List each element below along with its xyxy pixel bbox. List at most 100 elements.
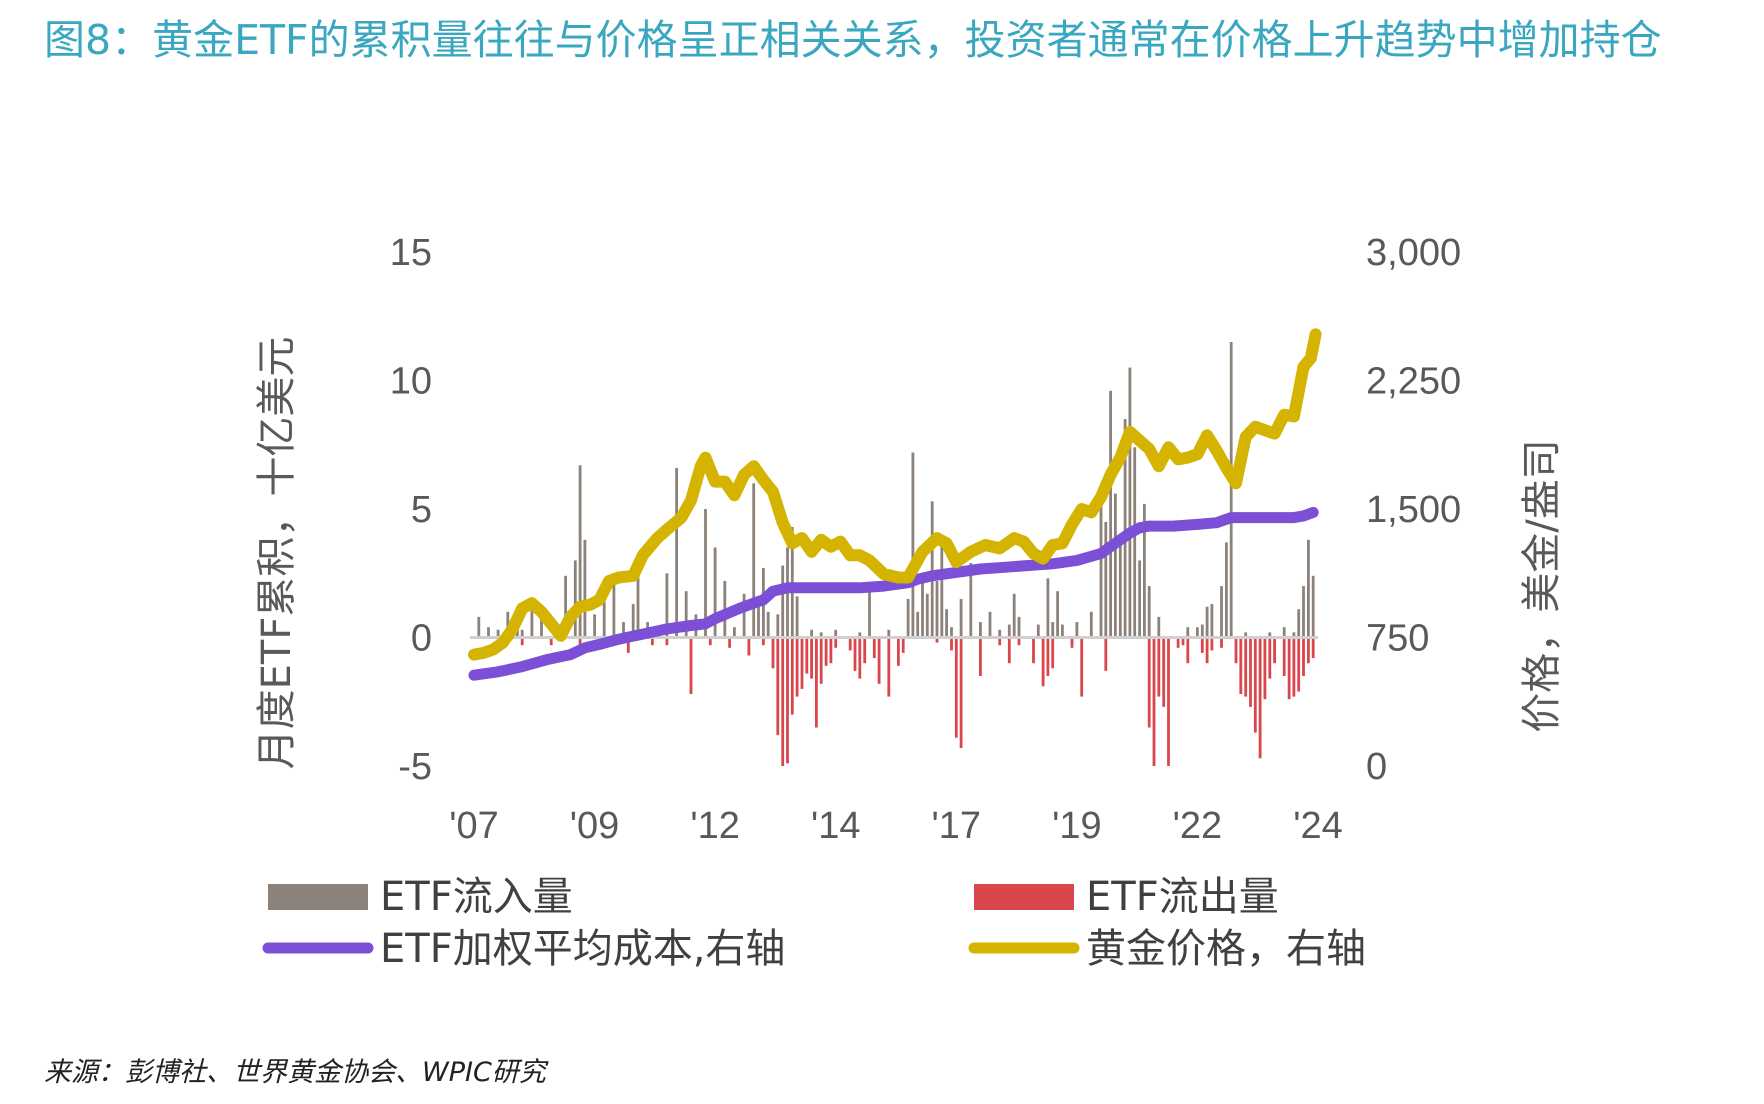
inflow-bar [930, 501, 934, 638]
outflow-bar [795, 637, 799, 697]
outflow-bar [863, 637, 867, 664]
inflow-bar [752, 483, 756, 638]
legend-label-outflow: ETF流出量 [1086, 874, 1279, 920]
inflow-bar [742, 593, 746, 638]
inflow-bar [935, 581, 939, 638]
inflow-bar [1205, 606, 1209, 638]
outflow-bar [853, 637, 857, 671]
inflow-bar [1012, 593, 1016, 638]
outflow-bar [1147, 637, 1151, 728]
outflow-bar [815, 637, 818, 728]
inflow-bar [1123, 419, 1127, 638]
left-tick-label: 15 [390, 232, 432, 274]
source-note: 来源：彭博社、世界黄金协会、WPIC研究 [44, 1057, 546, 1088]
outflow-bar [877, 637, 881, 684]
tick-layer: 15 10 5 0 -5 3,000 2,250 1,500 750 0 '07 '09 '12 '14 '… [390, 232, 1461, 847]
outflow-bar [626, 637, 630, 653]
inflow-bar [950, 627, 953, 638]
outflow-bar [1157, 637, 1161, 697]
inflow-bar [1133, 447, 1137, 638]
inflow-bar [675, 467, 678, 638]
inflow-bar [684, 591, 688, 638]
inflow-bar [998, 629, 1002, 638]
inflow-bar [1046, 578, 1050, 638]
outflow-bar [887, 637, 891, 697]
x-tick-label: '17 [932, 805, 982, 847]
outflow-bar [747, 637, 751, 656]
inflow-bar [1186, 627, 1190, 638]
inflow-bar [1229, 342, 1233, 638]
right-tick-label: 750 [1366, 618, 1429, 660]
outflow-bar [1297, 637, 1301, 692]
outflow-bar [1070, 637, 1074, 648]
left-tick-label: 10 [390, 361, 432, 403]
inflow-bar [593, 614, 596, 638]
inflow-bar [622, 622, 625, 638]
inflow-bar [858, 632, 862, 638]
x-tick-label: '22 [1173, 805, 1223, 847]
outflow-bar [1017, 637, 1021, 646]
outflow-bar [1007, 637, 1011, 664]
inflow-bar [1056, 591, 1059, 638]
outflow-bar [1307, 637, 1310, 664]
gold-etf-chart: 15 10 5 0 -5 3,000 2,250 1,500 750 0 '07 '09 '12 '14 '… [254, 232, 1565, 972]
legend-label-price: 黄金价格，右轴 [1086, 926, 1366, 972]
inflow-bar [1307, 539, 1310, 638]
inflow-bar [945, 609, 948, 638]
outflow-bar [954, 637, 958, 738]
outflow-bar [786, 637, 789, 764]
outflow-bar [858, 637, 862, 679]
inflow-bar [1220, 586, 1223, 638]
outflow-bar [1282, 637, 1286, 676]
outflow-bar [805, 637, 809, 674]
outflow-bar [1032, 637, 1035, 664]
x-tick-label: '19 [1052, 805, 1102, 847]
outflow-bar [1234, 637, 1238, 664]
outflow-bar [1181, 637, 1185, 646]
outflow-bar [790, 637, 794, 715]
inflow-bar [940, 539, 944, 638]
outflow-bar [578, 637, 582, 648]
outflow-bar [829, 637, 833, 664]
outflow-bar [1311, 637, 1315, 659]
outflow-bar [520, 637, 524, 646]
legend-label-inflow: ETF流入量 [380, 874, 573, 920]
outflow-bar [651, 637, 654, 646]
inflow-bar [573, 560, 577, 638]
inflow-bar [1089, 611, 1093, 638]
inflow-bar [795, 596, 799, 638]
x-tick-label: '14 [811, 805, 861, 847]
inflow-bar [1196, 627, 1199, 638]
left-tick-label: 0 [411, 618, 432, 660]
line-layer [468, 328, 1322, 681]
figure-title: 图8：黄金ETF的累积量往往与价格呈正相关关系，投资者通常在价格上升趋势中增加持… [44, 16, 1662, 64]
inflow-bar [1007, 624, 1011, 638]
outflow-bar [1176, 637, 1180, 648]
inflow-bar [602, 599, 606, 638]
outflow-bar [1258, 637, 1262, 759]
inflow-bar [911, 452, 915, 638]
x-tick-label: '24 [1293, 805, 1343, 847]
inflow-bar [776, 614, 780, 638]
inflow-bar [766, 611, 770, 638]
inflow-bar [636, 570, 640, 638]
inflow-bar [578, 465, 582, 638]
inflow-bar [612, 581, 616, 638]
outflow-bar [1292, 637, 1296, 697]
inflow-bar [1143, 503, 1146, 638]
inflow-bar [1099, 503, 1103, 638]
outflow-bar [800, 637, 804, 689]
outflow-bar [1186, 637, 1190, 664]
legend-swatch-inflow [268, 884, 368, 910]
legend-swatch-outflow [974, 884, 1074, 910]
inflow-bar [506, 611, 510, 638]
outflow-bar [1167, 637, 1170, 766]
inflow-bar [906, 599, 910, 638]
outflow-bar [1220, 637, 1223, 648]
inflow-bar [1075, 622, 1079, 638]
inflow-bar [1051, 622, 1055, 638]
inflow-bar [1302, 586, 1305, 638]
outflow-bar [1302, 637, 1305, 676]
inflow-bar [520, 629, 524, 638]
inflow-bar [1210, 604, 1214, 638]
